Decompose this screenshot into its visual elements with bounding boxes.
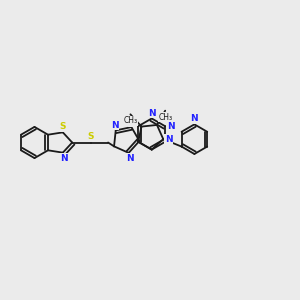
Text: N: N xyxy=(111,121,118,130)
Text: N: N xyxy=(167,122,174,131)
Text: N: N xyxy=(148,109,155,118)
Text: N: N xyxy=(126,154,134,163)
Text: S: S xyxy=(88,132,94,141)
Text: N: N xyxy=(60,154,68,163)
Text: N: N xyxy=(129,117,136,126)
Text: N: N xyxy=(190,114,198,123)
Text: S: S xyxy=(60,122,66,131)
Text: N: N xyxy=(165,135,172,144)
Text: CH₃: CH₃ xyxy=(123,116,137,125)
Text: CH₃: CH₃ xyxy=(158,113,172,122)
